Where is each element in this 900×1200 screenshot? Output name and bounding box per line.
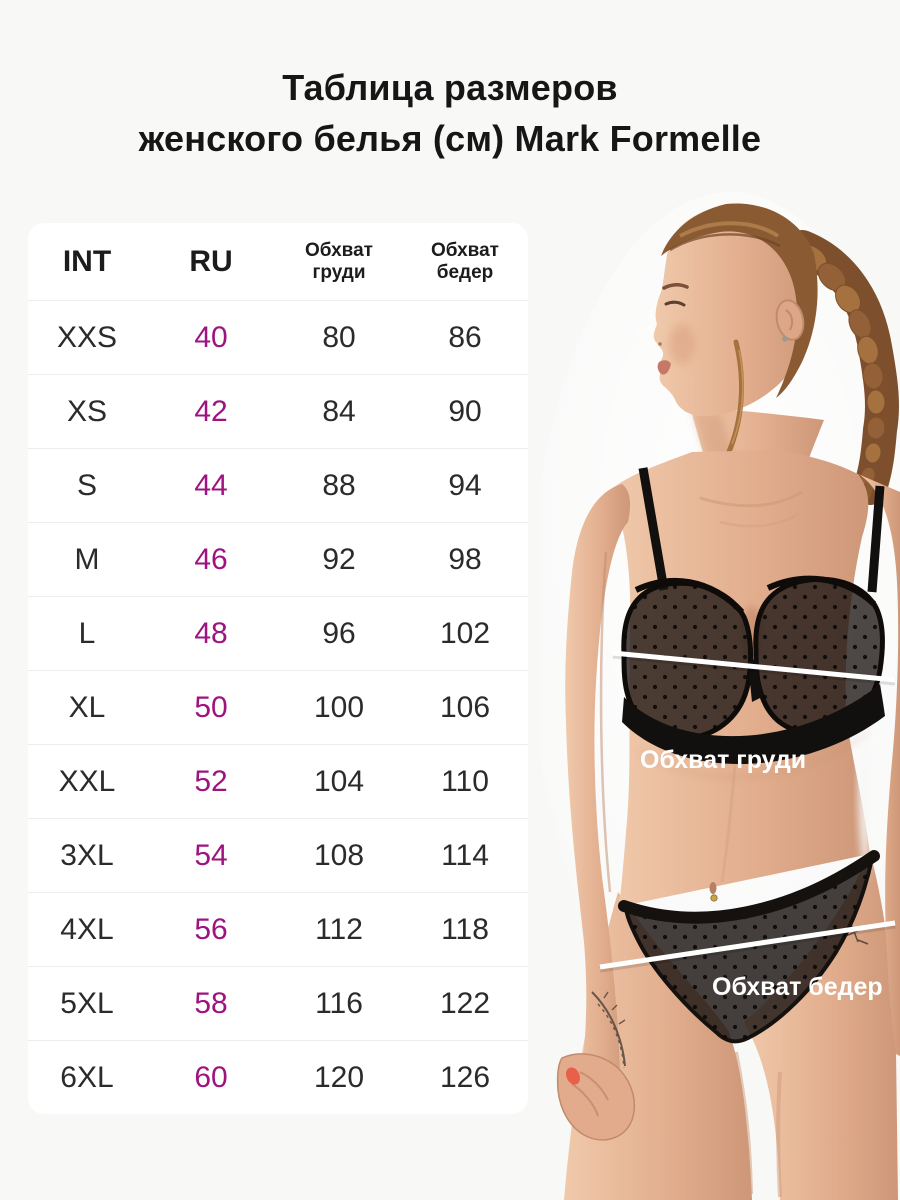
page-title: Таблица размеров женского белья (см) Mar… bbox=[0, 62, 900, 164]
table-header-row: INT RU Обхват груди Обхват бедер bbox=[28, 223, 528, 300]
eye bbox=[664, 300, 686, 307]
header-int: INT bbox=[62, 244, 112, 278]
table-row: 3XL 54 108 114 bbox=[28, 818, 528, 892]
face bbox=[653, 205, 816, 416]
thigh-tattoo bbox=[591, 991, 626, 1069]
table-row: M 46 92 98 bbox=[28, 522, 528, 596]
size-int-cell: 6XL bbox=[60, 1060, 114, 1094]
table-row: L 48 96 102 bbox=[28, 596, 528, 670]
table-row: XXL 52 104 110 bbox=[28, 744, 528, 818]
size-ru-cell: 48 bbox=[194, 616, 228, 650]
header-chest: Обхват груди bbox=[305, 239, 373, 283]
table-row: S 44 88 94 bbox=[28, 448, 528, 522]
hips-cell: 102 bbox=[439, 616, 491, 650]
size-int-cell: XXS bbox=[56, 320, 118, 354]
size-ru-cell: 56 bbox=[194, 912, 228, 946]
hips-cell: 90 bbox=[448, 394, 482, 428]
hips-cell: 126 bbox=[439, 1060, 491, 1094]
chest-cell: 80 bbox=[322, 320, 356, 354]
table-row: XXS 40 80 86 bbox=[28, 300, 528, 374]
hips-measurement-label: Обхват бедер bbox=[712, 973, 883, 1001]
chest-measurement-label: Обхват груди bbox=[640, 746, 806, 774]
earring bbox=[782, 336, 788, 342]
chest-cell: 120 bbox=[313, 1060, 365, 1094]
hips-measurement: Обхват бедер bbox=[599, 920, 896, 1001]
ear bbox=[775, 299, 805, 341]
size-ru-cell: 44 bbox=[194, 468, 228, 502]
hips-cell: 114 bbox=[441, 838, 489, 872]
header-hips: Обхват бедер bbox=[431, 239, 499, 283]
table-row: 5XL 58 116 122 bbox=[28, 966, 528, 1040]
panties bbox=[618, 850, 880, 1044]
table-row: XL 50 100 106 bbox=[28, 670, 528, 744]
size-int-cell: 3XL bbox=[60, 838, 114, 872]
table-row: 4XL 56 112 118 bbox=[28, 892, 528, 966]
right-arm bbox=[565, 484, 630, 1072]
right-thigh bbox=[744, 852, 898, 1200]
red-nail bbox=[565, 1067, 581, 1085]
chest-cell: 108 bbox=[313, 838, 365, 872]
left-arm bbox=[858, 474, 900, 1056]
header-ru: RU bbox=[189, 244, 233, 278]
hips-cell: 118 bbox=[441, 912, 489, 946]
size-ru-cell: 54 bbox=[194, 838, 228, 872]
hips-cell: 86 bbox=[448, 320, 482, 354]
chest-cell: 92 bbox=[322, 542, 356, 576]
chest-cell: 116 bbox=[315, 986, 363, 1020]
size-int-cell: XL bbox=[68, 690, 106, 724]
size-ru-cell: 50 bbox=[194, 690, 228, 724]
size-int-cell: XXL bbox=[58, 764, 116, 798]
chest-cell: 88 bbox=[322, 468, 356, 502]
table-row: 6XL 60 120 126 bbox=[28, 1040, 528, 1114]
navel bbox=[709, 882, 717, 894]
chest-cell: 96 bbox=[322, 616, 356, 650]
chest-measurement: Обхват груди bbox=[612, 650, 896, 774]
hips-cell: 98 bbox=[448, 542, 482, 576]
page-title-line1: Таблица размеров bbox=[282, 67, 618, 108]
size-ru-cell: 42 bbox=[194, 394, 228, 428]
chest-cell: 100 bbox=[313, 690, 365, 724]
size-ru-cell: 60 bbox=[194, 1060, 228, 1094]
hips-cell: 110 bbox=[441, 764, 489, 798]
size-int-cell: L bbox=[78, 616, 96, 650]
navel-piercing bbox=[710, 894, 718, 902]
size-int-cell: 5XL bbox=[60, 986, 114, 1020]
chest-cell: 104 bbox=[313, 764, 365, 798]
size-table-card: INT RU Обхват груди Обхват бедер XXS 40 … bbox=[28, 223, 528, 1114]
hips-cell: 122 bbox=[439, 986, 491, 1020]
model-photo: Обхват груди Обхват бедер bbox=[540, 192, 900, 1200]
size-int-cell: M bbox=[74, 542, 100, 576]
size-ru-cell: 40 bbox=[194, 320, 228, 354]
chest-cell: 84 bbox=[322, 394, 356, 428]
lips bbox=[657, 360, 671, 375]
size-ru-cell: 58 bbox=[194, 986, 228, 1020]
chest-cell: 112 bbox=[315, 912, 363, 946]
table-row: XS 42 84 90 bbox=[28, 374, 528, 448]
hand bbox=[556, 1053, 636, 1141]
hips-cell: 106 bbox=[439, 690, 491, 724]
eyebrow bbox=[662, 283, 689, 290]
page-title-line2: женского белья (см) Mark Formelle bbox=[138, 118, 762, 159]
braid-hair bbox=[785, 230, 899, 512]
size-int-cell: XS bbox=[66, 394, 108, 428]
size-ru-cell: 52 bbox=[194, 764, 228, 798]
hips-cell: 94 bbox=[448, 468, 482, 502]
size-int-cell: S bbox=[76, 468, 97, 502]
hair bbox=[661, 203, 818, 398]
size-ru-cell: 46 bbox=[194, 542, 228, 576]
size-int-cell: 4XL bbox=[60, 912, 114, 946]
